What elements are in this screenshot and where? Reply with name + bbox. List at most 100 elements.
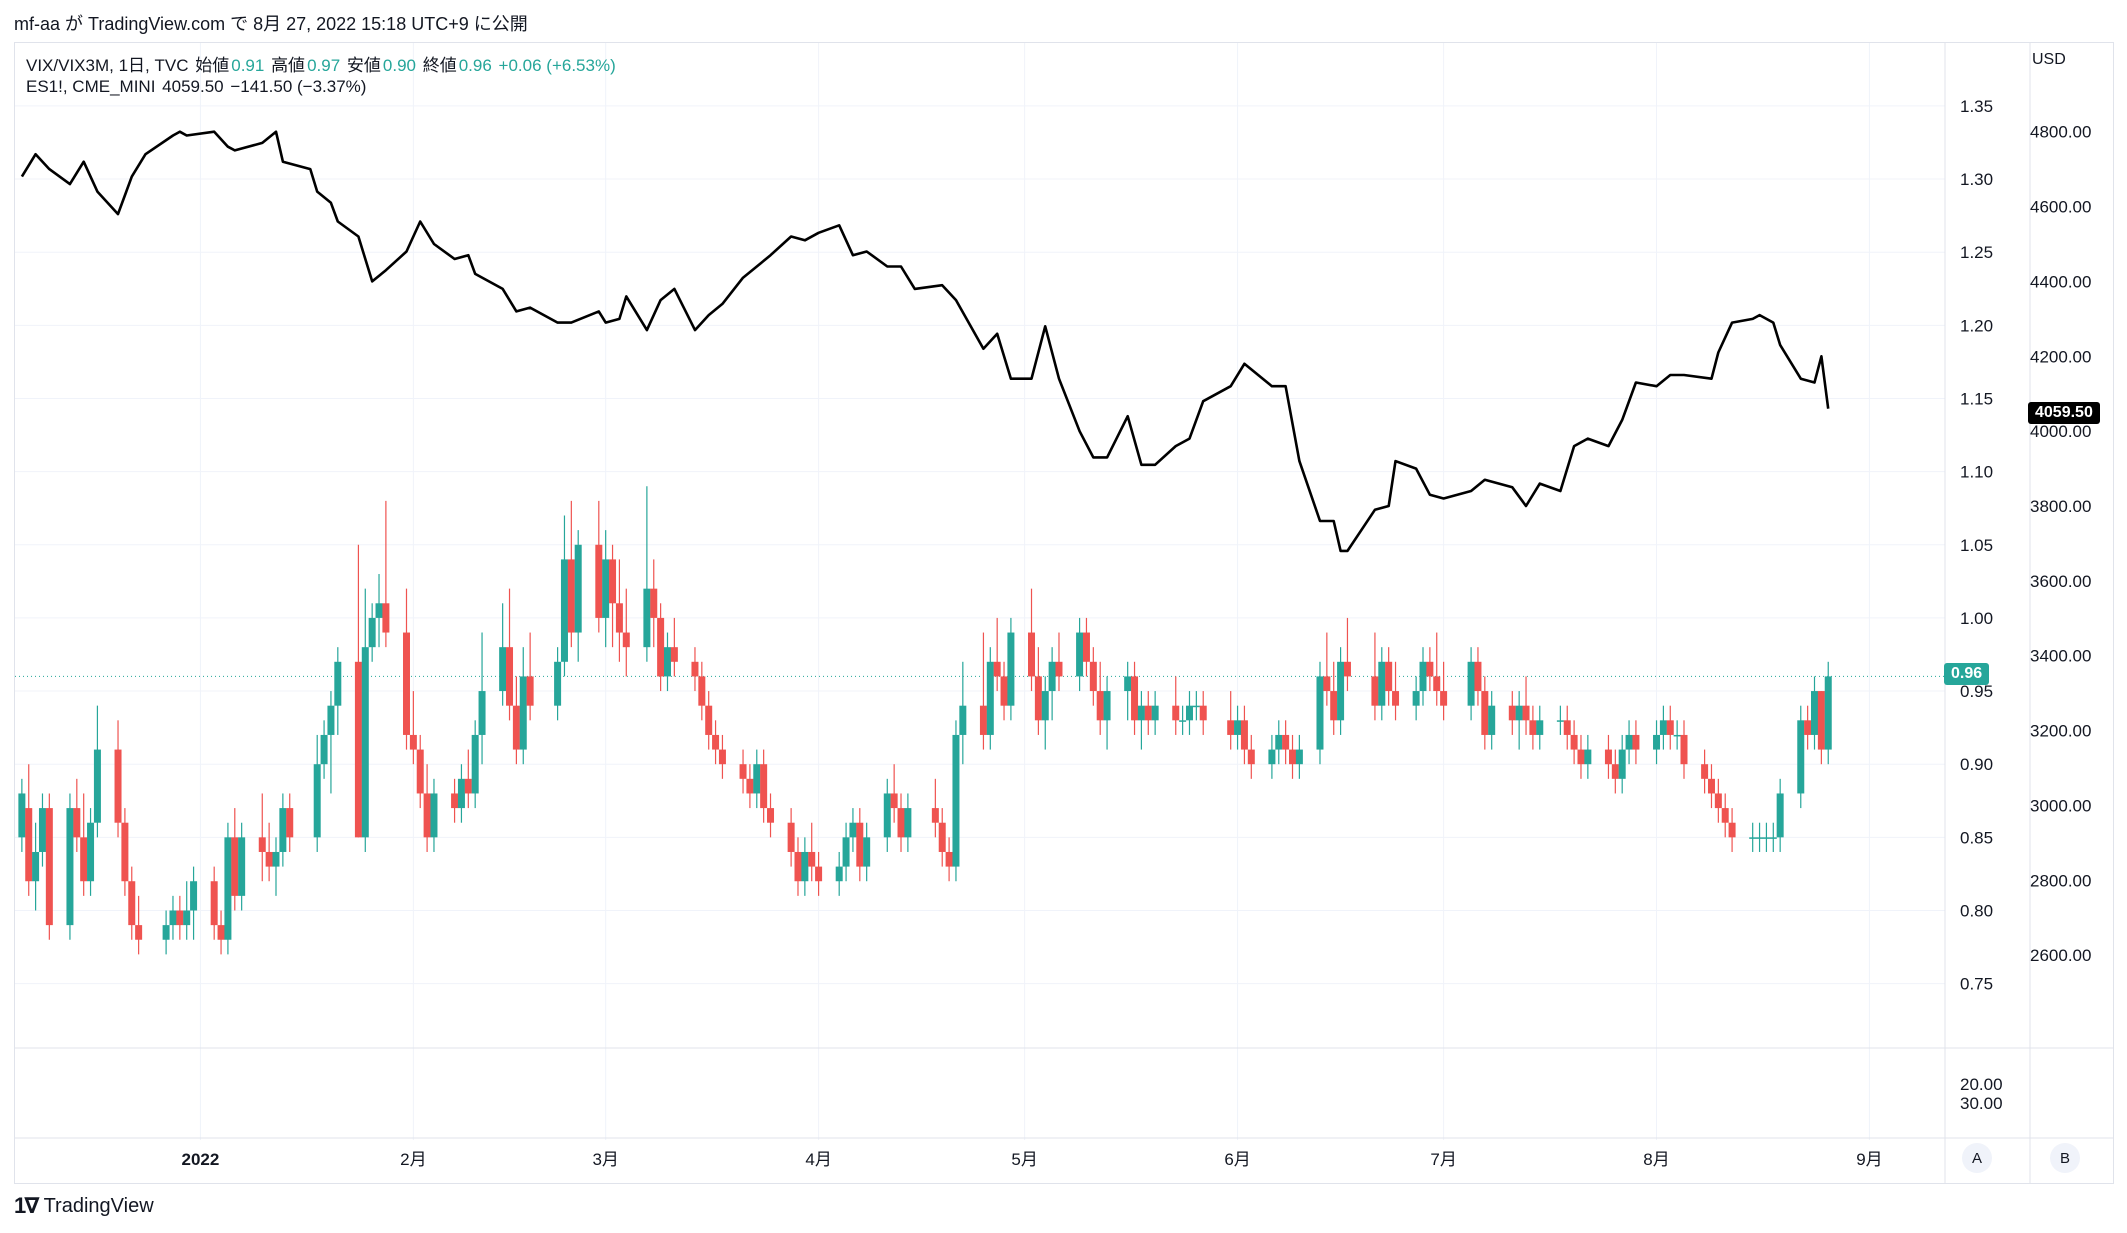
candle-body[interactable] xyxy=(1707,778,1715,794)
candle-body[interactable] xyxy=(691,661,699,677)
candle-body[interactable] xyxy=(368,617,376,648)
candle-body[interactable] xyxy=(430,793,438,838)
candle-body[interactable] xyxy=(1378,661,1386,706)
candle-body[interactable] xyxy=(1131,676,1139,721)
candle-body[interactable] xyxy=(1124,676,1132,692)
candle-body[interactable] xyxy=(1824,676,1832,750)
candle-body[interactable] xyxy=(1412,691,1420,706)
candle-body[interactable] xyxy=(1762,837,1770,839)
candle-body[interactable] xyxy=(1756,837,1764,839)
candle-body[interactable] xyxy=(945,851,953,867)
candle-body[interactable] xyxy=(1179,720,1187,722)
candle-body[interactable] xyxy=(66,808,74,926)
candle-body[interactable] xyxy=(320,734,328,765)
candle-body[interactable] xyxy=(1172,705,1180,721)
candle-body[interactable] xyxy=(238,837,246,896)
candle-body[interactable] xyxy=(121,822,129,882)
candle-body[interactable] xyxy=(1481,691,1489,735)
candle-body[interactable] xyxy=(890,793,898,809)
candle-body[interactable] xyxy=(794,851,802,882)
candle-body[interactable] xyxy=(883,793,891,838)
candle-body[interactable] xyxy=(1556,720,1564,722)
candle-body[interactable] xyxy=(1673,734,1681,737)
candle-body[interactable] xyxy=(842,837,850,867)
candle-body[interactable] xyxy=(1289,749,1297,765)
candle-body[interactable] xyxy=(176,910,184,926)
candle-body[interactable] xyxy=(1419,661,1427,692)
candle-body[interactable] xyxy=(1797,720,1805,794)
candle-body[interactable] xyxy=(526,676,534,706)
candle-body[interactable] xyxy=(1467,661,1475,706)
candle-body[interactable] xyxy=(1474,661,1482,692)
candle-body[interactable] xyxy=(1082,632,1090,662)
candle-body[interactable] xyxy=(1034,676,1042,721)
candle-body[interactable] xyxy=(1811,691,1819,735)
candle-body[interactable] xyxy=(272,851,280,867)
candle-body[interactable] xyxy=(1392,691,1400,706)
candle-body[interactable] xyxy=(801,851,809,882)
candle-body[interactable] xyxy=(1776,793,1784,838)
candle-body[interactable] xyxy=(506,647,514,706)
candle-body[interactable] xyxy=(986,661,994,735)
candle-body[interactable] xyxy=(87,822,95,882)
candle-body[interactable] xyxy=(1185,705,1193,721)
candle-body[interactable] xyxy=(815,866,823,882)
candle-body[interactable] xyxy=(1144,705,1152,721)
candle-body[interactable] xyxy=(1584,749,1592,765)
candle-body[interactable] xyxy=(787,822,795,852)
candle-body[interactable] xyxy=(1522,705,1530,721)
candle-body[interactable] xyxy=(190,881,198,911)
candle-body[interactable] xyxy=(1337,661,1345,721)
candle-body[interactable] xyxy=(1282,734,1290,750)
candle-body[interactable] xyxy=(409,734,417,750)
candle-body[interactable] xyxy=(1227,720,1235,735)
candle-body[interactable] xyxy=(856,822,864,867)
candle-body[interactable] xyxy=(499,647,507,692)
candle-body[interactable] xyxy=(835,866,843,882)
candle-body[interactable] xyxy=(808,851,816,867)
candle-body[interactable] xyxy=(705,705,713,735)
candle-body[interactable] xyxy=(1048,661,1056,692)
candle-body[interactable] xyxy=(45,808,53,926)
candle-body[interactable] xyxy=(402,632,410,735)
candle-body[interactable] xyxy=(718,749,726,765)
candle-body[interactable] xyxy=(1096,691,1104,721)
candle-body[interactable] xyxy=(1618,749,1626,779)
candle-body[interactable] xyxy=(1295,749,1303,765)
candle-body[interactable] xyxy=(663,647,671,677)
candle-body[interactable] xyxy=(1563,720,1571,735)
candle-body[interactable] xyxy=(952,734,960,867)
candle-body[interactable] xyxy=(938,822,946,852)
candle-body[interactable] xyxy=(25,808,33,882)
candle-body[interactable] xyxy=(746,778,754,794)
candle-body[interactable] xyxy=(1488,705,1496,735)
candle-body[interactable] xyxy=(650,588,658,618)
candle-body[interactable] xyxy=(1028,632,1036,677)
candle-body[interactable] xyxy=(1536,720,1544,735)
candle-body[interactable] xyxy=(471,734,479,794)
candle-body[interactable] xyxy=(231,837,239,896)
candle-body[interactable] xyxy=(416,749,424,794)
candle-body[interactable] xyxy=(183,910,191,926)
candle-body[interactable] xyxy=(1330,691,1338,721)
candle-body[interactable] xyxy=(80,837,88,882)
candle-body[interactable] xyxy=(265,851,273,867)
candle-body[interactable] xyxy=(1632,734,1640,750)
candle-body[interactable] xyxy=(698,676,706,706)
candle-body[interactable] xyxy=(643,588,651,648)
candle-body[interactable] xyxy=(210,881,218,926)
auto-scale-b-button[interactable]: B xyxy=(2050,1143,2080,1173)
candle-body[interactable] xyxy=(897,808,905,838)
candle-body[interactable] xyxy=(1247,749,1255,765)
candle-body[interactable] xyxy=(1577,749,1585,765)
candle-body[interactable] xyxy=(1275,734,1283,750)
candle-body[interactable] xyxy=(1199,705,1207,721)
candle-body[interactable] xyxy=(959,705,967,735)
candle-body[interactable] xyxy=(73,808,81,838)
candle-body[interactable] xyxy=(979,705,987,735)
candle-body[interactable] xyxy=(567,559,575,633)
es-price-line[interactable] xyxy=(20,130,1830,553)
candle-body[interactable] xyxy=(767,808,775,823)
candle-body[interactable] xyxy=(361,647,369,838)
candle-body[interactable] xyxy=(595,544,603,618)
